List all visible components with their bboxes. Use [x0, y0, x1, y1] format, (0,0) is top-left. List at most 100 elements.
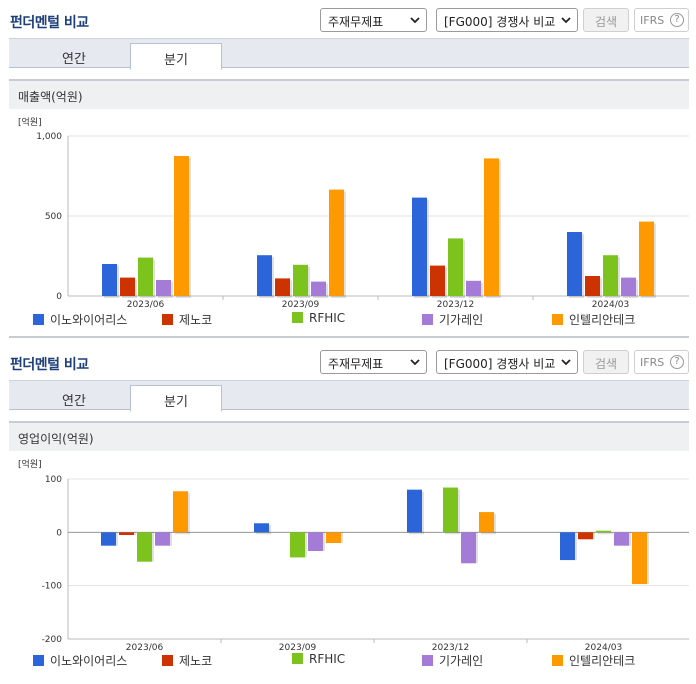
operating-profit-chart: [억원] 100 0 -100 -200 2023/06 2023/09 2023/12 202… [9, 451, 689, 674]
legend-label: 이노와이어리스 [50, 654, 128, 668]
legend-item[interactable]: 기가레인 [422, 311, 483, 328]
y-tick-label: 0 [56, 528, 62, 538]
panel-title: 펀더멘털 비교 [10, 357, 89, 373]
period-tabs: 연간 분기 [9, 38, 689, 70]
panel-title: 펀더멘털 비교 [10, 15, 89, 31]
compare-select[interactable]: [FG000] 경쟁사 비교 [436, 8, 578, 32]
x-tick-label: 2023/09 [282, 300, 320, 309]
bar [290, 532, 305, 558]
legend-label: 기가레인 [439, 313, 484, 327]
legend-label: RFHIC [309, 311, 346, 325]
bar [101, 532, 116, 546]
bar [621, 277, 636, 296]
help-icon: ? [670, 13, 684, 27]
tab-annual[interactable]: 연간 [62, 394, 86, 409]
legend-label: 인텔리안테크 [569, 313, 636, 327]
bar [137, 532, 152, 562]
x-tick-label: 2023/12 [432, 643, 469, 651]
bar [275, 278, 290, 296]
panel-header: 펀더멘털 비교 주재무제표 [FG000] 경쟁사 비교 검색 IFRS ? [0, 342, 696, 380]
y-tick-label: 0 [56, 292, 62, 302]
compare-select-value: [FG000] 경쟁사 비교 [444, 15, 556, 29]
legend-swatch [162, 655, 173, 666]
revenue-chart-svg: [억원] 1,000 500 0 2023/06 2023/09 2023/12 2024/0… [18, 116, 689, 309]
period-tabs: 연간 분기 [9, 380, 689, 412]
legend-label: RFHIC [309, 652, 346, 666]
legend-item[interactable]: RFHIC [292, 311, 345, 325]
bar [254, 523, 269, 533]
tab-quarterly[interactable]: 분기 [130, 385, 222, 412]
legend-item[interactable]: 제노코 [162, 311, 212, 328]
legend-item[interactable]: 이노와이어리스 [33, 652, 127, 669]
search-button[interactable]: 검색 [583, 350, 629, 374]
divider [9, 336, 689, 338]
legend-item[interactable]: RFHIC [292, 652, 345, 666]
metric-title: 영업이익(억원) [9, 421, 689, 451]
x-tick-label: 2023/12 [437, 300, 474, 309]
bar [430, 265, 445, 296]
legend-swatch [422, 655, 433, 666]
statement-select-value: 주재무제표 [328, 15, 384, 29]
bar [329, 189, 344, 296]
y-axis-unit-label: [억원] [18, 458, 42, 470]
bar [174, 156, 189, 296]
bar [632, 532, 647, 585]
ifrs-help-button[interactable]: IFRS ? [634, 350, 689, 374]
bar [614, 532, 629, 546]
bar [257, 255, 272, 296]
bar-shadow [598, 532, 613, 535]
x-tick-label: 2023/06 [126, 643, 164, 651]
legend-label: 제노코 [179, 313, 213, 327]
tab-annual[interactable]: 연간 [62, 52, 86, 67]
legend-swatch [422, 314, 433, 325]
bar [567, 232, 582, 296]
chevron-down-icon [561, 17, 571, 24]
operating-profit-chart-svg: [억원]100 0 -100 -200 2023/06 2023/09 2023/12 202… [18, 458, 689, 651]
legend-item[interactable]: 인텔리안테크 [552, 311, 635, 328]
legend-item[interactable]: 인텔리안테크 [552, 652, 635, 669]
search-button[interactable]: 검색 [583, 8, 629, 32]
ifrs-label: IFRS [640, 14, 665, 27]
panel-header: 펀더멘털 비교 주재무제표 [FG000] 경쟁사 비교 검색 IFRS ? [0, 0, 696, 38]
bar [412, 197, 427, 296]
bar [603, 255, 618, 296]
chevron-down-icon [410, 359, 420, 366]
legend-label: 이노와이어리스 [50, 313, 128, 327]
bar [119, 532, 134, 535]
bar [585, 276, 600, 296]
legend-label: 기가레인 [439, 654, 484, 668]
legend-label: 제노코 [179, 654, 213, 668]
chart-legend: 이노와이어리스 제노코 RFHIC 기가레인 인텔리안테크 [33, 652, 689, 668]
bar [308, 532, 323, 551]
ifrs-help-button[interactable]: IFRS ? [634, 8, 689, 32]
bar [639, 221, 654, 296]
statement-select[interactable]: 주재무제표 [320, 8, 427, 32]
legend-swatch [552, 655, 563, 666]
bar [293, 264, 308, 296]
legend-swatch [292, 653, 303, 664]
ifrs-label: IFRS [640, 356, 665, 369]
bar [448, 238, 463, 296]
legend-swatch [33, 655, 44, 666]
bar [578, 532, 593, 540]
legend-item[interactable]: 기가레인 [422, 652, 483, 669]
legend-item[interactable]: 제노코 [162, 652, 212, 669]
statement-select[interactable]: 주재무제표 [320, 350, 427, 374]
x-tick-label: 2023/06 [127, 300, 165, 309]
chart-legend: 이노와이어리스 제노코 RFHIC 기가레인 인텔리안테크 [33, 311, 689, 327]
bar [560, 532, 575, 561]
legend-item[interactable]: 이노와이어리스 [33, 311, 127, 328]
bar [311, 281, 326, 296]
bar [138, 257, 153, 296]
bar [407, 489, 422, 533]
y-tick-label: 100 [45, 475, 62, 485]
bar [102, 264, 117, 296]
tab-quarterly[interactable]: 분기 [130, 43, 222, 70]
x-tick-label: 2024/03 [585, 643, 622, 651]
bar [461, 532, 476, 564]
y-tick-label: 1,000 [36, 132, 62, 142]
chevron-down-icon [410, 17, 420, 24]
bar [156, 280, 171, 296]
compare-select[interactable]: [FG000] 경쟁사 비교 [436, 350, 578, 374]
metric-title: 매출액(억원) [9, 79, 689, 109]
